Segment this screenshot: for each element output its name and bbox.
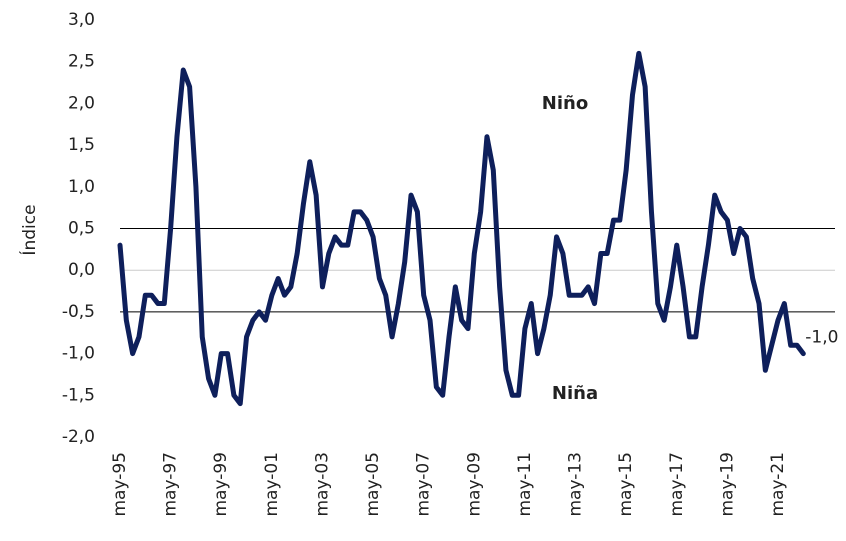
annotation: Niño (542, 93, 588, 114)
x-tick-label: may-15 (616, 452, 636, 517)
y-tick-label: 1,0 (68, 177, 95, 197)
data-label: -1,0 (805, 328, 838, 348)
y-tick-label: -2,0 (62, 427, 95, 447)
x-tick-label: may-17 (667, 452, 687, 517)
y-tick-label: -1,0 (62, 344, 95, 364)
y-tick-label: 2,5 (68, 52, 95, 72)
x-tick-label: may-05 (363, 452, 383, 517)
y-tick-label: 0,5 (68, 219, 95, 239)
x-tick-label: may-09 (464, 452, 484, 517)
x-tick-label: may-11 (515, 452, 535, 517)
x-tick-label: may-99 (211, 452, 231, 517)
x-tick-label: may-07 (414, 452, 434, 517)
x-tick-label: may-95 (110, 452, 130, 517)
y-tick-label: 3,0 (68, 10, 95, 30)
line-series (117, 50, 806, 407)
x-tick-label: may-19 (717, 452, 737, 517)
x-tick-label: may-01 (262, 452, 282, 517)
x-tick-label: may-97 (161, 452, 181, 517)
y-tick-label: 0,0 (68, 260, 95, 280)
y-tick-label: 2,0 (68, 93, 95, 113)
y-tick-label: -0,5 (62, 302, 95, 322)
x-tick-label: may-03 (312, 452, 332, 517)
y-tick-label: 1,5 (68, 135, 95, 155)
y-axis-label: Índice (18, 204, 40, 255)
x-tick-label: may-21 (768, 452, 788, 517)
annotation: Niña (552, 383, 598, 404)
y-tick-label: -1,5 (62, 385, 95, 405)
x-tick-label: may-13 (566, 452, 586, 517)
